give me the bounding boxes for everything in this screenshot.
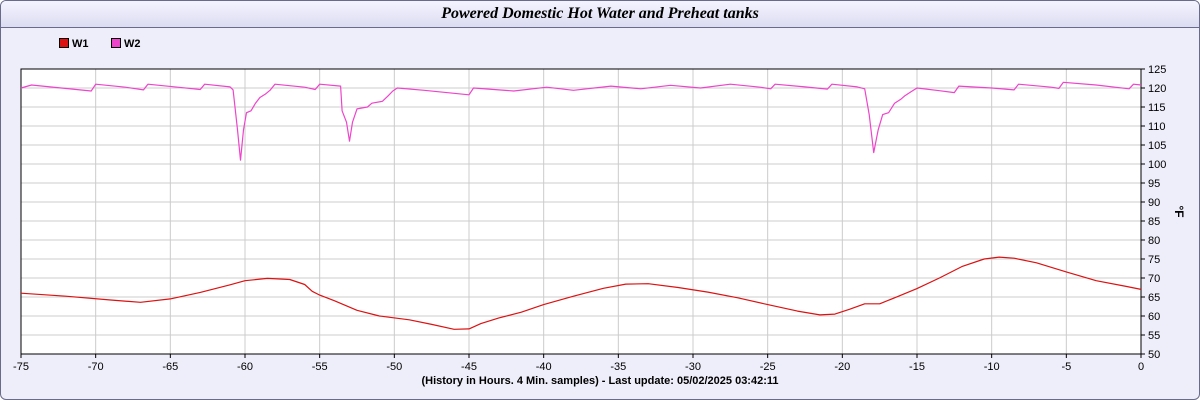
- x-tick-label: -70: [88, 361, 104, 373]
- series-line-w1: [20, 256, 1142, 330]
- y-tick-label: 115: [1148, 102, 1166, 114]
- legend-item-w1: W1: [59, 38, 89, 50]
- plot-area: [21, 69, 1141, 354]
- y-tick-label: 85: [1148, 216, 1160, 228]
- x-tick-label: -75: [13, 361, 29, 373]
- y-tick-label: 60: [1148, 311, 1160, 323]
- y-tick-label: 75: [1148, 254, 1160, 266]
- x-tick-label: -25: [760, 361, 776, 373]
- x-tick-label: -60: [237, 361, 253, 373]
- y-tick-label: 70: [1148, 273, 1160, 285]
- x-tick-label: -30: [685, 361, 701, 373]
- y-tick-label: 95: [1148, 178, 1160, 190]
- y-tick-label: 120: [1148, 83, 1166, 95]
- x-tick-label: -10: [984, 361, 1000, 373]
- x-tick-label: -65: [162, 361, 178, 373]
- y-axis-label: °F: [1172, 205, 1186, 217]
- chart-title: Powered Domestic Hot Water and Preheat t…: [441, 5, 759, 22]
- x-tick-label: -5: [1061, 361, 1071, 373]
- title-bar: Powered Domestic Hot Water and Preheat t…: [1, 1, 1199, 28]
- x-axis-caption: (History in Hours. 4 Min. samples) - Las…: [421, 375, 779, 387]
- y-tick-label: 80: [1148, 235, 1160, 247]
- x-tick-label: -55: [312, 361, 328, 373]
- x-tick-label: -20: [834, 361, 850, 373]
- x-tick-label: -35: [610, 361, 626, 373]
- y-tick-label: 105: [1148, 140, 1166, 152]
- legend-label-w2: W2: [124, 38, 141, 50]
- x-tick-label: -50: [386, 361, 402, 373]
- x-tick-label: -45: [461, 361, 477, 373]
- y-tick-label: 65: [1148, 292, 1160, 304]
- y-tick-label: 55: [1148, 330, 1160, 342]
- legend-item-w2: W2: [111, 38, 141, 50]
- y-tick-label: 100: [1148, 159, 1166, 171]
- y-tick-label: 125: [1148, 64, 1166, 76]
- y-tick-label: 50: [1148, 349, 1160, 361]
- legend-label-w1: W1: [72, 38, 89, 50]
- plot-border: [20, 68, 1142, 355]
- y-tick-label: 110: [1148, 121, 1166, 133]
- legend-swatch-w2: [111, 38, 121, 49]
- x-tick-label: 0: [1138, 361, 1144, 373]
- y-tick-label: 90: [1148, 197, 1160, 209]
- legend-swatch-w1: [59, 38, 69, 49]
- x-tick-label: -15: [909, 361, 925, 373]
- x-tick-label: -40: [536, 361, 552, 373]
- series-line-w2: [20, 81, 1142, 161]
